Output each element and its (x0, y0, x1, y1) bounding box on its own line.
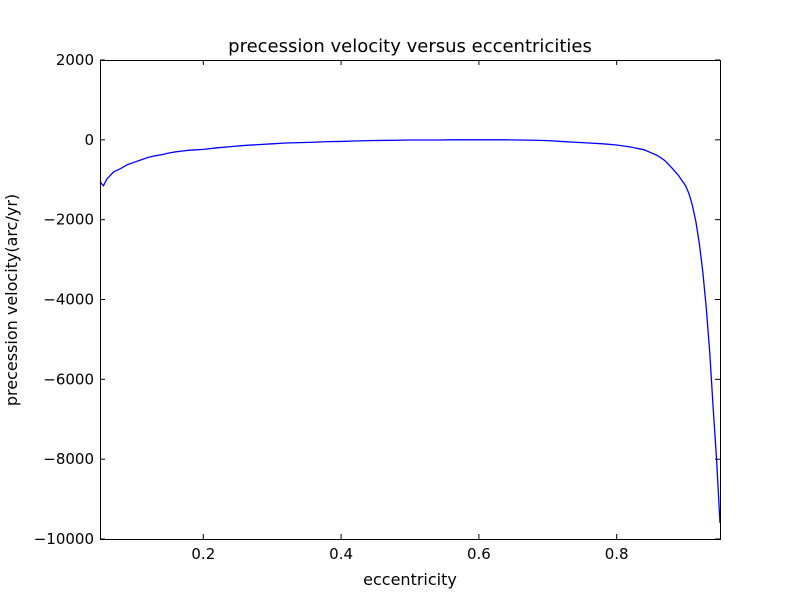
x-tick-label: 0.2 (191, 545, 215, 563)
series-line (99, 139, 721, 524)
plot-frame (100, 60, 721, 540)
axis-ticks: 0.2 0.4 0.6 0.8 2000 0 −2000 −4000 −6000 −8000 −10… (34, 51, 720, 563)
chart-title: precession velocity versus eccentricitie… (228, 36, 592, 57)
x-axis-label: eccentricity (363, 570, 457, 589)
y-tick-label: −4000 (43, 291, 94, 309)
y-axis-label: precession velocity(arc/yr) (2, 194, 21, 406)
plot-lines (99, 139, 721, 524)
x-tick-label: 0.6 (467, 545, 491, 563)
y-tick-label: 2000 (56, 51, 94, 69)
x-tick-label: 0.8 (605, 545, 629, 563)
y-tick-label: −8000 (43, 450, 94, 468)
y-tick-label: −10000 (34, 530, 94, 548)
y-tick-label: 0 (84, 131, 94, 149)
y-tick-label: −2000 (43, 211, 94, 229)
y-tick-label: −6000 (43, 370, 94, 388)
x-tick-label: 0.4 (329, 545, 353, 563)
